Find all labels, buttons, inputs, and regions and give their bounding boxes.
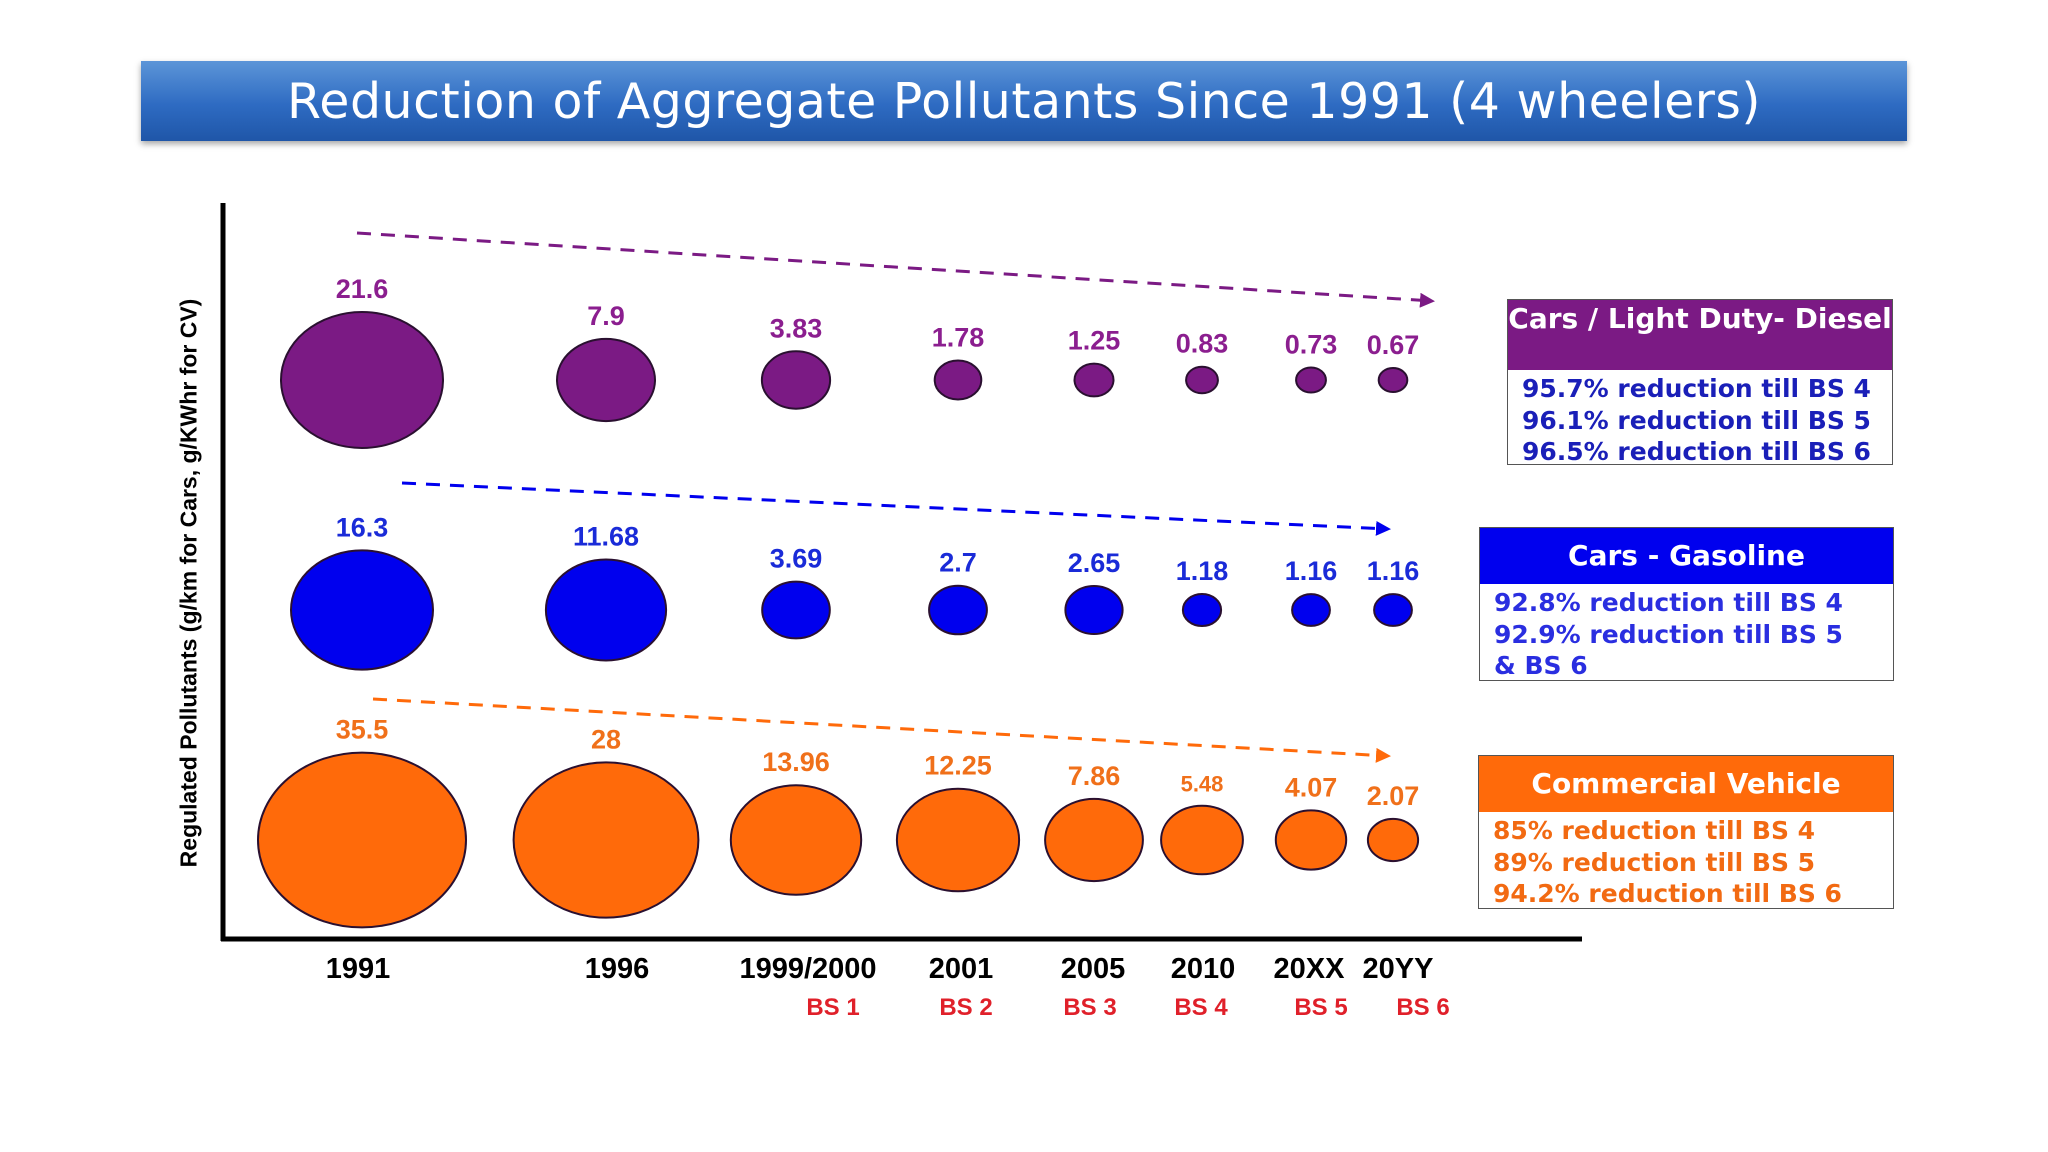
data-label-commercial-1: 28 — [591, 724, 621, 754]
bubble-gasoline-2 — [761, 580, 831, 640]
bubble-commercial-4 — [1044, 797, 1144, 883]
data-label-gasoline-4: 2.65 — [1068, 548, 1121, 578]
legend-box-gasoline: Cars - Gasoline 92.8% reduction till BS … — [1479, 527, 1894, 681]
stage-label-2: BS 1 — [806, 994, 859, 1021]
data-label-diesel-1: 7.9 — [587, 301, 625, 331]
bubble-commercial-1 — [512, 761, 700, 919]
legend-line-commercial-bs6: 94.2% reduction till BS 6 — [1493, 879, 1842, 908]
data-label-diesel-2: 3.83 — [770, 313, 823, 343]
bubble-commercial-6 — [1274, 809, 1348, 871]
bubble-diesel-0 — [280, 311, 444, 449]
bubble-diesel-2 — [760, 350, 832, 410]
legend-title-diesel: Cars / Light Duty- Diesel — [1508, 300, 1892, 370]
legend-line-gasoline-bs5: 92.9% reduction till BS 5 — [1494, 619, 1843, 649]
bubble-gasoline-0 — [290, 549, 434, 671]
data-label-gasoline-1: 11.68 — [573, 522, 639, 552]
legend-line-gasoline-bs6: & BS 6 — [1494, 651, 1588, 680]
bubble-gasoline-5 — [1181, 593, 1223, 627]
legend-line-gasoline-bs4: 92.8% reduction till BS 4 — [1494, 588, 1843, 617]
data-label-gasoline-5: 1.18 — [1176, 556, 1229, 586]
x-tick-label-5: 2010 — [1171, 953, 1236, 985]
bubble-diesel-7 — [1377, 367, 1409, 393]
stage-label-7: BS 6 — [1396, 994, 1449, 1021]
x-tick-label-4: 2005 — [1061, 953, 1126, 985]
legend-line-commercial-bs5: 89% reduction till BS 5 — [1493, 847, 1816, 877]
data-label-commercial-5: 5.48 — [1181, 772, 1224, 797]
x-tick-label-3: 2001 — [929, 953, 994, 985]
legend-line-diesel-bs4: 95.7% reduction till BS 4 — [1522, 374, 1871, 403]
chart-title: Reduction of Aggregate Pollutants Since … — [141, 61, 1907, 141]
trend-arrow-gasoline — [401, 481, 1391, 536]
bubble-commercial-3 — [895, 787, 1021, 893]
data-label-diesel-4: 1.25 — [1068, 326, 1121, 356]
bubble-diesel-6 — [1295, 366, 1327, 394]
bubble-diesel-5 — [1185, 365, 1219, 395]
data-label-commercial-0: 35.5 — [336, 715, 389, 745]
bubble-commercial-5 — [1160, 804, 1244, 876]
stage-label-6: BS 5 — [1294, 994, 1347, 1021]
legend-box-diesel: Cars / Light Duty- Diesel 95.7% reductio… — [1507, 299, 1893, 466]
trend-arrow-diesel — [356, 231, 1435, 308]
data-label-diesel-3: 1.78 — [932, 323, 985, 353]
data-label-diesel-6: 0.73 — [1285, 330, 1338, 360]
data-label-commercial-3: 12.25 — [924, 751, 992, 781]
x-tick-label-1: 1996 — [585, 953, 650, 985]
legend-line-diesel-bs6: 96.5% reduction till BS 6 — [1522, 437, 1871, 466]
x-tick-label-7: 20YY — [1363, 953, 1434, 985]
x-tick-label-6: 20XX — [1274, 953, 1346, 985]
bubble-gasoline-4 — [1064, 585, 1124, 635]
bubble-gasoline-6 — [1291, 593, 1331, 627]
bubble-commercial-2 — [729, 784, 863, 896]
legend-title-gasoline: Cars - Gasoline — [1480, 528, 1893, 584]
legend-line-diesel-bs5: 96.1% reduction till BS 5 — [1522, 405, 1871, 435]
data-label-gasoline-3: 2.7 — [939, 548, 977, 578]
data-label-diesel-7: 0.67 — [1367, 330, 1420, 360]
data-label-diesel-0: 21.6 — [336, 274, 389, 304]
data-label-gasoline-7: 1.16 — [1367, 556, 1420, 586]
stage-label-3: BS 2 — [939, 994, 992, 1021]
data-label-commercial-7: 2.07 — [1367, 781, 1420, 811]
data-label-diesel-5: 0.83 — [1176, 329, 1229, 359]
data-label-commercial-4: 7.86 — [1068, 761, 1121, 791]
legend-title-commercial: Commercial Vehicle — [1479, 756, 1893, 812]
bubble-gasoline-7 — [1373, 593, 1413, 627]
data-label-gasoline-2: 3.69 — [770, 544, 823, 574]
x-tick-label-0: 1991 — [326, 953, 391, 985]
bubble-gasoline-1 — [544, 558, 668, 662]
bubble-commercial-7 — [1366, 817, 1420, 863]
stage-label-5: BS 4 — [1174, 994, 1228, 1021]
legend-line-commercial-bs4: 85% reduction till BS 4 — [1493, 816, 1816, 845]
bubble-gasoline-3 — [928, 584, 988, 636]
data-label-commercial-6: 4.07 — [1285, 772, 1338, 802]
bubble-diesel-4 — [1073, 362, 1115, 398]
bubble-commercial-0 — [257, 751, 467, 929]
bubble-diesel-1 — [556, 337, 656, 423]
bubble-diesel-3 — [933, 359, 983, 401]
stage-label-4: BS 3 — [1063, 994, 1116, 1021]
trend-arrow-commercial — [372, 697, 1391, 763]
data-label-gasoline-0: 16.3 — [336, 512, 389, 542]
data-label-commercial-2: 13.96 — [762, 747, 830, 777]
x-tick-label-2: 1999/2000 — [739, 953, 876, 985]
legend-box-commercial: Commercial Vehicle 85% reduction till BS… — [1478, 755, 1894, 909]
data-label-gasoline-6: 1.16 — [1285, 556, 1338, 586]
